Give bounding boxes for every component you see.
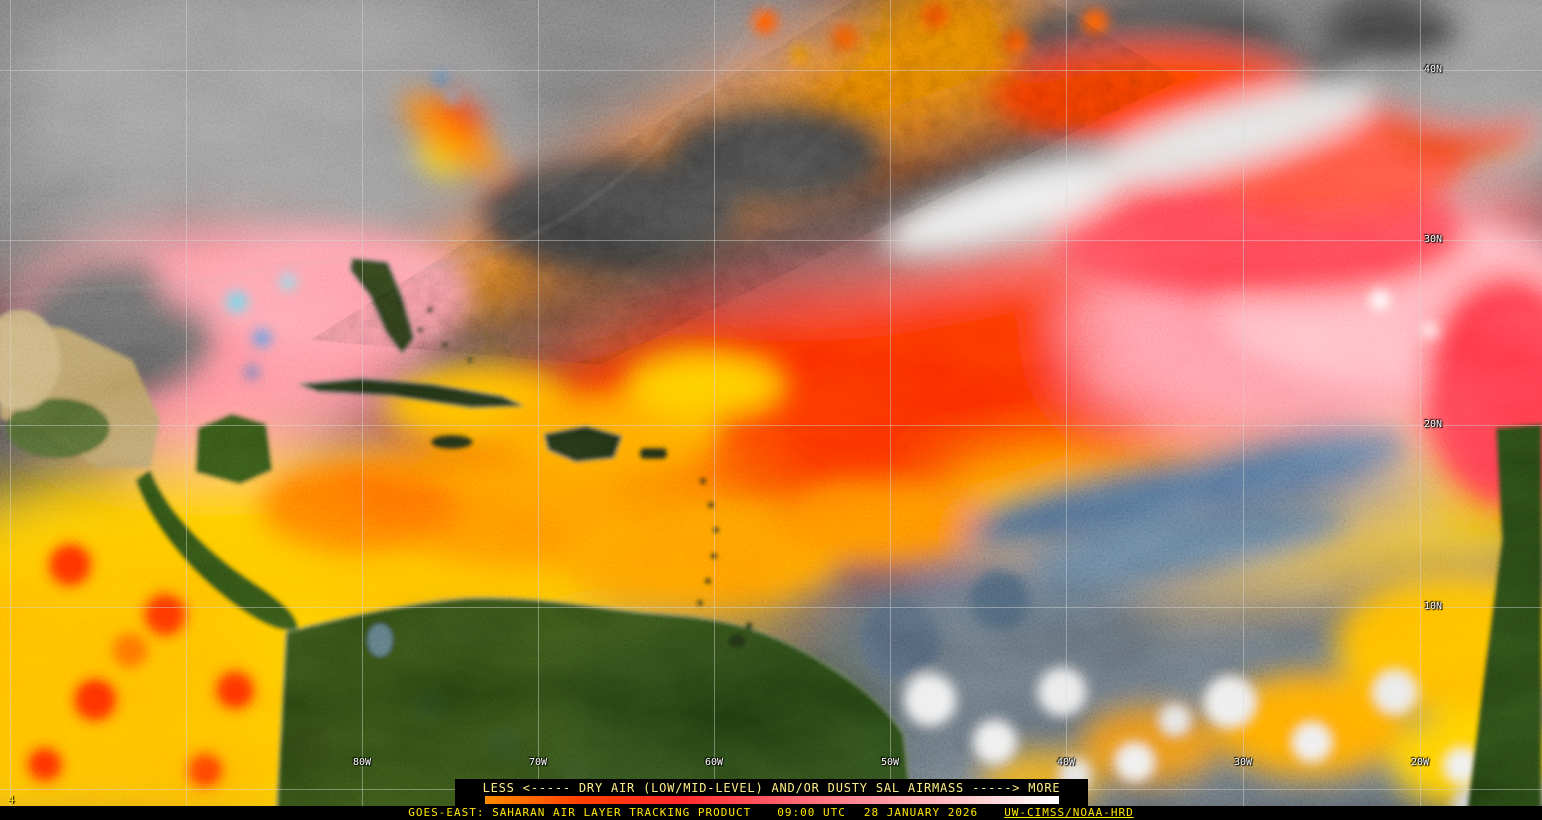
sal-legend: LESS <----- DRY AIR (LOW/MID-LEVEL) AND/… bbox=[455, 779, 1088, 806]
sal-colorbar bbox=[484, 795, 1059, 804]
frame-number: 4 bbox=[8, 793, 15, 806]
product-title: GOES-EAST: SAHARAN AIR LAYER TRACKING PR… bbox=[408, 806, 752, 819]
product-date: 28 JANUARY 2026 bbox=[863, 806, 979, 819]
product-footer: GOES-EAST: SAHARAN AIR LAYER TRACKING PR… bbox=[0, 806, 1542, 820]
product-time: 09:00 UTC bbox=[777, 806, 846, 819]
legend-caption: LESS <----- DRY AIR (LOW/MID-LEVEL) AND/… bbox=[482, 780, 1061, 795]
product-credit: UW-CIMSS/NOAA-HRD bbox=[1004, 806, 1134, 819]
